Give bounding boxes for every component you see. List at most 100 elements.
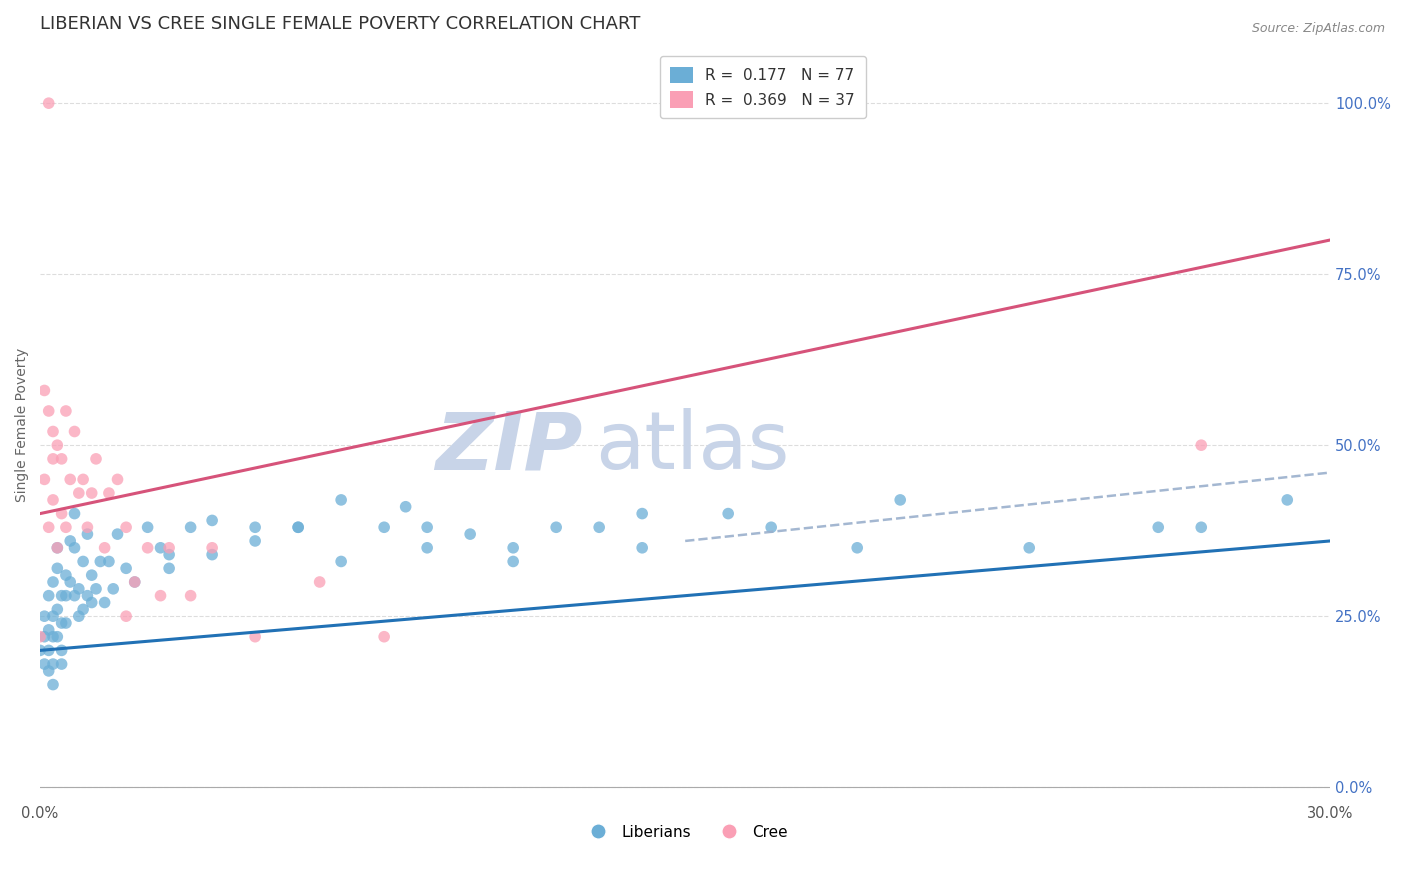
Point <box>51 451 73 466</box>
Point <box>67 582 90 596</box>
Point <box>136 541 159 555</box>
Point <box>51 615 73 630</box>
Point <box>72 472 94 486</box>
Point <box>201 513 224 527</box>
Point <box>34 609 56 624</box>
Point <box>76 589 98 603</box>
Point <box>30 630 52 644</box>
Point <box>59 574 82 589</box>
Point <box>42 425 65 439</box>
Text: atlas: atlas <box>595 409 789 486</box>
Point <box>42 451 65 466</box>
Point <box>588 520 610 534</box>
Point <box>97 554 120 568</box>
Point <box>38 589 60 603</box>
Point <box>72 554 94 568</box>
Point <box>76 527 98 541</box>
Point <box>42 574 65 589</box>
Point <box>395 500 418 514</box>
Point <box>631 541 654 555</box>
Point <box>42 677 65 691</box>
Point <box>89 554 111 568</box>
Point <box>115 609 138 624</box>
Point <box>1147 520 1170 534</box>
Point <box>59 472 82 486</box>
Point <box>42 609 65 624</box>
Y-axis label: Single Female Poverty: Single Female Poverty <box>15 348 30 502</box>
Point <box>46 561 69 575</box>
Point <box>34 657 56 671</box>
Point <box>201 541 224 555</box>
Point <box>51 589 73 603</box>
Point <box>51 643 73 657</box>
Point <box>330 554 353 568</box>
Point <box>157 541 180 555</box>
Point <box>1277 492 1299 507</box>
Point <box>458 527 481 541</box>
Point <box>59 533 82 548</box>
Point <box>243 520 266 534</box>
Point <box>80 595 103 609</box>
Point <box>46 438 69 452</box>
Point <box>546 520 568 534</box>
Point <box>373 630 395 644</box>
Point <box>55 404 77 418</box>
Point <box>416 541 439 555</box>
Point <box>46 630 69 644</box>
Point <box>38 96 60 111</box>
Point <box>84 582 107 596</box>
Point <box>157 561 180 575</box>
Text: ZIP: ZIP <box>434 409 582 486</box>
Point <box>889 492 911 507</box>
Point <box>308 574 330 589</box>
Point <box>38 664 60 678</box>
Point <box>55 589 77 603</box>
Point <box>201 548 224 562</box>
Point <box>287 520 309 534</box>
Point <box>42 657 65 671</box>
Point <box>30 643 52 657</box>
Text: Source: ZipAtlas.com: Source: ZipAtlas.com <box>1251 22 1385 36</box>
Point <box>243 533 266 548</box>
Point <box>1189 438 1212 452</box>
Point <box>136 520 159 534</box>
Text: LIBERIAN VS CREE SINGLE FEMALE POVERTY CORRELATION CHART: LIBERIAN VS CREE SINGLE FEMALE POVERTY C… <box>41 15 641 33</box>
Point <box>38 623 60 637</box>
Point <box>717 507 740 521</box>
Point <box>55 568 77 582</box>
Point <box>149 541 172 555</box>
Point <box>846 541 869 555</box>
Point <box>63 425 86 439</box>
Point <box>34 384 56 398</box>
Point <box>180 589 202 603</box>
Point <box>124 574 146 589</box>
Point <box>115 561 138 575</box>
Point <box>42 492 65 507</box>
Point <box>93 595 115 609</box>
Point <box>631 507 654 521</box>
Point <box>46 541 69 555</box>
Point <box>502 541 524 555</box>
Point <box>103 582 125 596</box>
Point <box>287 520 309 534</box>
Point <box>373 520 395 534</box>
Point <box>84 451 107 466</box>
Point <box>180 520 202 534</box>
Point <box>416 520 439 534</box>
Point <box>63 541 86 555</box>
Point <box>34 630 56 644</box>
Point <box>149 589 172 603</box>
Point <box>34 472 56 486</box>
Point <box>46 541 69 555</box>
Point <box>38 643 60 657</box>
Point <box>93 541 115 555</box>
Point <box>97 486 120 500</box>
Point <box>42 630 65 644</box>
Point <box>80 568 103 582</box>
Point <box>107 472 129 486</box>
Point <box>51 657 73 671</box>
Point <box>124 574 146 589</box>
Point <box>67 609 90 624</box>
Point <box>38 520 60 534</box>
Point <box>502 554 524 568</box>
